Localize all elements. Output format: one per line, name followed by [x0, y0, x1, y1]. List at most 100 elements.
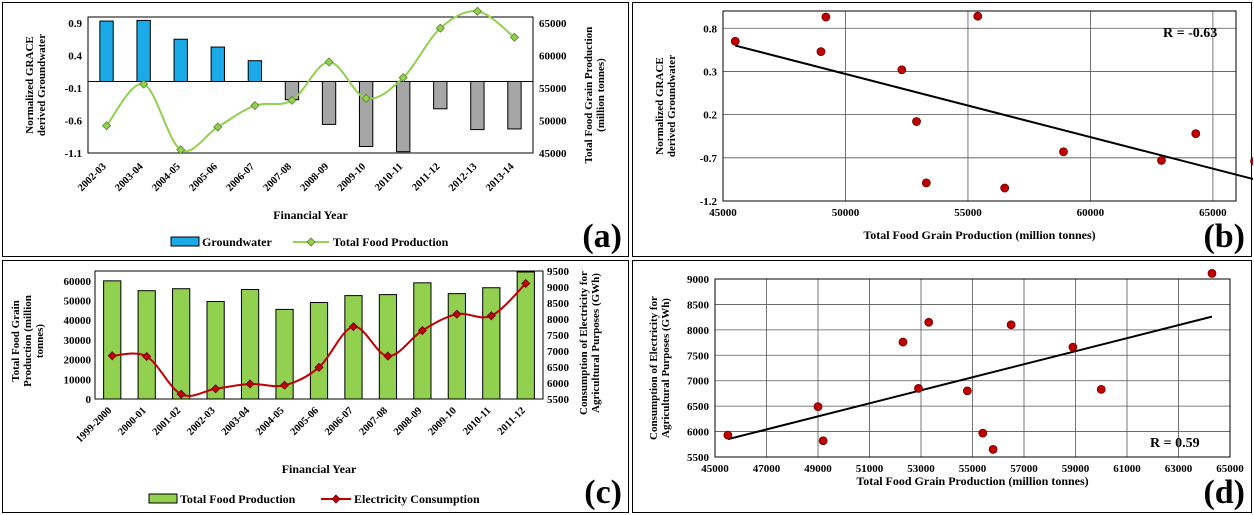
x-tick-label: 2008-09: [299, 161, 332, 194]
scatter-point: [816, 47, 826, 56]
x-tick-label: 2004-05: [150, 161, 183, 194]
y-tick-label: 0.3: [703, 66, 717, 78]
x-tick-label: 45000: [701, 463, 729, 475]
y2-tick-label: 5500: [547, 394, 570, 406]
x-tick-label: 2012-13: [447, 161, 480, 194]
plot-frame: [87, 16, 534, 154]
x-tick-label: 2011-12: [496, 405, 528, 437]
y-axis-title: Normalized GRACE: [654, 57, 666, 154]
x-tick-label: 2003-04: [113, 161, 146, 194]
x-axis-title: Total Food Grain Production (million ton…: [856, 474, 1088, 488]
y2-tick-label: 6000: [547, 378, 570, 390]
correlation-annotation: R = -0.63: [1163, 26, 1217, 41]
panel-label-c: (c): [584, 474, 622, 511]
y2-tick-label: 45000: [539, 148, 567, 160]
scatter-point: [898, 337, 908, 347]
bar-total-food-production: [103, 280, 122, 400]
y-tick-label: 5500: [687, 452, 710, 464]
legend-marker-electricity-consumption: [331, 494, 341, 504]
y2-tick-label: 60000: [539, 51, 567, 63]
bar-total-food-production: [344, 295, 363, 400]
scatter-point: [1250, 157, 1253, 166]
bar-total-food-production: [378, 294, 398, 400]
bar-groundwater: [433, 81, 448, 110]
panel-c-production-vs-electricity: 0 10000 20000 30000 40000 50000 60000 5500 6000 6…: [2, 260, 629, 513]
y-axis-title: Consumption of Electricity for: [648, 296, 660, 440]
bar-groundwater: [470, 81, 485, 131]
x-tick-label: 2007-08: [262, 161, 295, 194]
y-axis-title: Normalized GRACE: [24, 36, 36, 133]
legend-swatch-total-food-production: [148, 493, 178, 504]
x-tick-label: 2013-14: [484, 161, 517, 194]
x-tick-label: 63000: [1165, 463, 1193, 475]
y-tick-label: 50000: [64, 296, 92, 308]
marker-total-food-production: [472, 6, 482, 16]
x-tick-label: 60000: [1077, 207, 1105, 219]
x-tick-label: 2004-05: [254, 405, 287, 438]
y-axis-title: Production (million: [22, 295, 34, 387]
panel-a-groundwater-vs-production: -1.1 -0.6 -0.1 0.4 0.9 45000 50000 55000 60000 65…: [2, 2, 629, 257]
x-tick-label: 45000: [709, 207, 737, 219]
scatter-point: [723, 430, 733, 440]
marker-electricity-consumption: [279, 380, 290, 390]
y2-tick-label: 6500: [547, 362, 570, 374]
x-tick-label: 55000: [954, 207, 982, 219]
scatter-point: [924, 317, 934, 327]
marker-electricity-consumption: [107, 351, 117, 361]
x-tick-label: 2000-01: [116, 405, 149, 438]
legend-label-total-food-production: Total Food Production: [333, 235, 449, 249]
y2-tick-label: 8500: [547, 298, 570, 310]
y-tick-label: 30000: [64, 335, 92, 347]
marker-total-food-production: [101, 121, 112, 131]
bar-groundwater: [173, 38, 188, 82]
x-tick-label: 50000: [832, 207, 860, 219]
x-tick-label: 65000: [1199, 207, 1227, 219]
correlation-annotation: R = 0.59: [1150, 436, 1200, 451]
y-axis-title: tonnes): [34, 324, 46, 359]
y2-axis-title: Agricultural Purposes (GWh): [590, 273, 602, 413]
y2-tick-label: 9000: [547, 282, 570, 294]
y-tick-label: 7500: [687, 350, 710, 362]
bar-groundwater: [321, 81, 337, 125]
x-tick-label: 2006-07: [323, 405, 356, 438]
y2-axis-title: Total Food Grain Production: [583, 27, 595, 164]
x-tick-label: 2001-02: [151, 405, 184, 438]
x-tick-label: 2009-10: [426, 405, 459, 438]
bar-total-food-production: [172, 288, 191, 400]
x-tick-label: 2010-11: [373, 161, 405, 193]
x-tick-label: 2008-09: [392, 405, 425, 438]
y-axis-title: derived Groundwater: [36, 34, 48, 136]
x-tick-label: 47000: [753, 463, 781, 475]
scatter-point: [1207, 269, 1217, 278]
trendline: [727, 315, 1213, 441]
marker-total-food-production: [139, 79, 149, 89]
scatter-point: [897, 65, 907, 75]
bar-groundwater: [358, 81, 374, 147]
marker-electricity-consumption: [348, 322, 359, 332]
marker-total-food-production: [361, 93, 371, 103]
y2-tick-label: 50000: [539, 116, 567, 128]
marker-total-food-production: [324, 57, 334, 67]
y-tick-label: 0.9: [68, 18, 82, 30]
x-tick-label: 49000: [804, 463, 832, 475]
y-tick-label: 60000: [64, 276, 92, 288]
marker-total-food-production: [398, 73, 408, 83]
x-axis-title: Total Food Grain Production (million ton…: [863, 228, 1095, 242]
bar-total-food-production: [137, 290, 156, 400]
y2-tick-label: 9500: [547, 266, 570, 278]
marker-total-food-production: [213, 122, 223, 132]
scatter-point: [912, 117, 921, 126]
y-tick-label: 6500: [687, 401, 710, 413]
legend-marker-total-food-production: [306, 237, 316, 247]
legend-label-groundwater: Groundwater: [202, 235, 272, 249]
scatter-point: [1059, 147, 1068, 157]
x-tick-label: 2002-03: [185, 405, 218, 438]
marker-electricity-consumption: [211, 384, 221, 394]
plot-frame: [714, 278, 1231, 458]
y-axis-title: Total Food Grain: [10, 300, 22, 382]
marker-electricity-consumption: [417, 325, 427, 336]
y-tick-label: -1.1: [65, 148, 82, 160]
scatter-point: [1068, 342, 1078, 352]
x-tick-label: 2005-06: [289, 405, 322, 438]
scatter-point: [813, 402, 823, 412]
